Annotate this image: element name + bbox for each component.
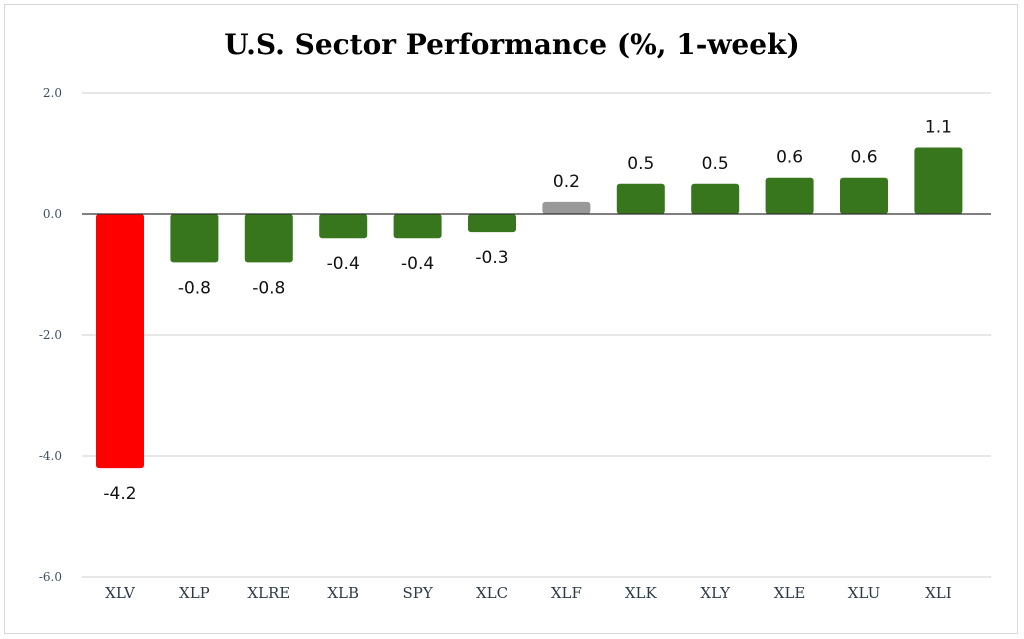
x-tick-label: XLI [925, 584, 952, 602]
data-labels: -4.2 -0.8 -0.8 -0.4 -0.4 -0.3 0.2 0.5 0.5 0.6 0.6 1… [103, 117, 952, 504]
y-tick-label: -6.0 [39, 570, 62, 584]
bar-xlb [319, 214, 368, 239]
x-tick-label: XLY [700, 584, 731, 602]
data-label: -0.3 [475, 248, 508, 268]
x-tick-label: XLRE [247, 584, 290, 602]
data-label: -4.2 [103, 484, 136, 504]
bar-xle [765, 177, 814, 214]
bar-xlk [616, 183, 665, 214]
chart-title: U.S. Sector Performance (%, 1-week) [224, 28, 800, 61]
bars [96, 147, 963, 469]
data-label: -0.8 [252, 278, 285, 298]
x-tick-label: XLK [625, 584, 658, 602]
y-tick-label: -2.0 [39, 328, 62, 342]
bar-xlv [96, 214, 144, 469]
bar-xly [691, 183, 740, 214]
bar-xlf [542, 201, 591, 214]
data-label: 1.1 [925, 117, 952, 137]
x-tick-label: SPY [402, 584, 433, 602]
x-tick-label: XLV [105, 584, 136, 602]
x-tick-label: XLB [327, 584, 359, 602]
chart-frame [4, 4, 1018, 634]
data-label: -0.4 [327, 254, 360, 274]
y-axis-labels: 2.0 0.0 -2.0 -4.0 -6.0 [39, 86, 62, 584]
x-axis-labels: XLV XLP XLRE XLB SPY XLC XLF XLK XLY XLE XLU XLI [105, 584, 952, 602]
bar-xli [914, 147, 963, 214]
bar-spy [393, 214, 442, 239]
bar-xlre [244, 214, 293, 263]
data-label: -0.4 [401, 254, 434, 274]
y-tick-label: -4.0 [39, 449, 62, 463]
x-tick-label: XLU [848, 584, 880, 602]
x-tick-label: XLP [179, 584, 210, 602]
bar-xlp [170, 214, 219, 263]
gridlines [82, 92, 991, 578]
bar-xlu [840, 177, 888, 214]
data-label: 0.5 [627, 154, 654, 174]
x-tick-label: XLF [551, 584, 582, 602]
data-label: 0.5 [702, 154, 729, 174]
data-label: 0.2 [553, 172, 580, 192]
y-tick-label: 2.0 [43, 86, 62, 100]
data-label: -0.8 [178, 278, 211, 298]
data-label: 0.6 [776, 148, 803, 168]
y-tick-label: 0.0 [43, 207, 62, 221]
x-tick-label: XLC [476, 584, 508, 602]
x-tick-label: XLE [774, 584, 806, 602]
bar-xlc [468, 214, 516, 233]
data-label: 0.6 [850, 148, 877, 168]
